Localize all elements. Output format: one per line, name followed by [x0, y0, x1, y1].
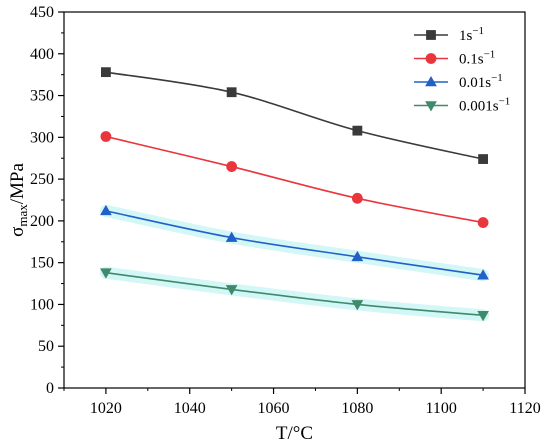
legend-label-exponent: −1 [491, 72, 503, 84]
data-point [226, 87, 237, 98]
x-tick-label: 1120 [509, 400, 540, 417]
data-point [100, 204, 112, 216]
legend-label-name: 0.1s [459, 52, 484, 68]
x-tick-label: 1040 [174, 400, 206, 417]
data-point [225, 285, 238, 296]
y-axis-title: σmax/MPa [7, 163, 30, 237]
series-lines-layer [105, 71, 484, 317]
y-tick-label: 50 [38, 338, 54, 355]
data-point [351, 300, 364, 311]
legend-label: 0.1s−1 [459, 49, 495, 68]
x-tick-label: 1060 [258, 400, 290, 417]
data-point [351, 250, 364, 262]
legend-label-exponent: −1 [499, 96, 511, 108]
data-point [477, 269, 489, 280]
y-axis-title-subscript: max [15, 204, 30, 227]
y-tick-label: 350 [30, 88, 54, 105]
legend-label-exponent: −1 [472, 25, 484, 37]
data-point [100, 131, 112, 142]
legend-marker [425, 76, 437, 87]
y-tick-label: 300 [30, 129, 54, 146]
series-band [99, 266, 490, 322]
legend-label-name: 1s [459, 28, 473, 44]
data-point [225, 231, 238, 242]
data-point [477, 217, 489, 228]
legend-label-name: 0.001s [459, 99, 499, 115]
series-line [105, 71, 484, 160]
legend-marker [426, 30, 436, 40]
y-tick-label: 150 [30, 255, 54, 272]
series-markers-layer [100, 67, 489, 322]
data-point [351, 192, 363, 204]
legend-label: 0.01s−1 [459, 72, 503, 91]
x-tick-label: 1080 [341, 400, 373, 417]
y-axis: 0 50 100 150 200 250 300 350 400 450 [30, 4, 64, 397]
legend: 1s−10.1s−10.01s−10.001s−1 [414, 25, 510, 115]
legend-marker [425, 53, 437, 64]
plot-frame [63, 11, 526, 389]
series-line [105, 135, 484, 224]
y-tick-label: 250 [30, 171, 54, 188]
y-tick-label: 0 [46, 380, 54, 397]
x-axis: 1020 1040 1060 1080 1100 1120 [63, 388, 541, 417]
legend-label: 1s−1 [459, 25, 484, 44]
legend-marker [425, 101, 437, 112]
x-axis-title: T/°C [276, 423, 313, 444]
y-tick-label: 100 [30, 296, 54, 313]
y-axis-title-rest: /MPa [7, 163, 28, 205]
y-axis-title-base: σ [7, 227, 28, 237]
data-point [100, 268, 112, 279]
y-tick-label: 400 [30, 46, 54, 63]
data-point [477, 311, 489, 322]
y-tick-label: 450 [30, 4, 54, 21]
x-tick-label: 1100 [425, 400, 456, 417]
series-line [105, 210, 484, 276]
legend-label-exponent: −1 [484, 49, 496, 61]
data-point [226, 161, 238, 172]
series-glow-layer [99, 204, 490, 322]
x-tick-label: 1020 [90, 400, 122, 417]
data-point [478, 154, 488, 164]
data-point [352, 125, 363, 136]
y-tick-label: 200 [30, 213, 54, 230]
legend-label: 0.001s−1 [459, 96, 510, 115]
data-point [101, 67, 111, 78]
series-band [99, 204, 490, 282]
series-line [105, 271, 484, 317]
legend-label-name: 0.01s [459, 75, 491, 91]
